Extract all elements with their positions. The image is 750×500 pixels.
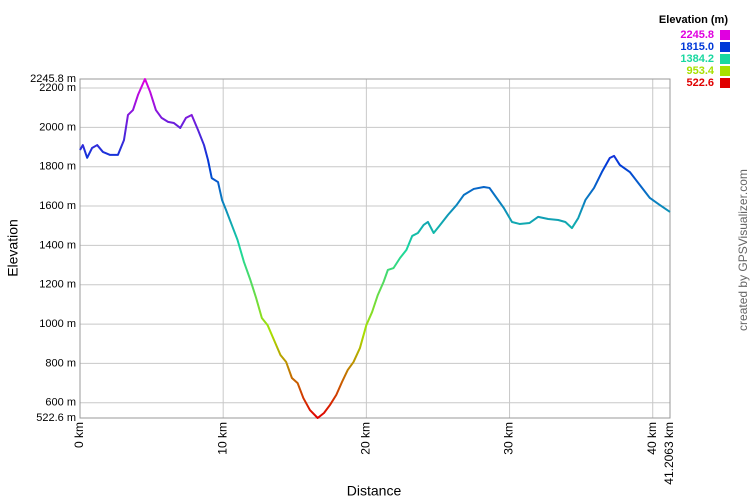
y-axis-label: Elevation [5,219,21,277]
x-tick-label: 0 km [72,422,86,448]
y-tick-label: 800 m [45,357,76,369]
plot-frame [79,78,671,419]
x-tick-label: 30 km [502,422,516,455]
legend-title: Elevation (m) [659,14,728,26]
y-tick-label: 1000 m [39,318,76,330]
y-tick-label: 1400 m [39,239,76,251]
legend-label: 1384.2 [680,53,714,65]
legend-swatch [720,66,730,76]
y-tick-label: 600 m [45,397,76,409]
y-tick-label: 2000 m [39,121,76,133]
x-tick-label: 41.2063 km [662,422,676,485]
y-tick-label: 1800 m [39,161,76,173]
x-tick-label: 20 km [359,422,373,455]
x-axis-label: Distance [347,483,402,499]
legend-swatch [720,78,730,88]
x-tick-label: 10 km [215,422,229,455]
y-tick-label: 2200 m [39,82,76,94]
y-tick-label: 522.6 m [36,412,76,424]
credit: created by GPSVisualizer.com [736,169,750,331]
y-tick-label: 1600 m [39,200,76,212]
y-tick-label: 2245.8 m [30,73,76,85]
legend-label: 522.6 [686,77,714,89]
legend-swatch [720,42,730,52]
y-tick-label: 1200 m [39,279,76,291]
legend-label: 1815.0 [680,41,714,53]
legend-swatch [720,54,730,64]
legend-swatch [720,30,730,40]
x-tick-label: 40 km [645,422,659,455]
legend-label: 2245.8 [680,29,714,41]
elevation-line [79,78,671,419]
legend-label: 953.4 [686,65,714,77]
